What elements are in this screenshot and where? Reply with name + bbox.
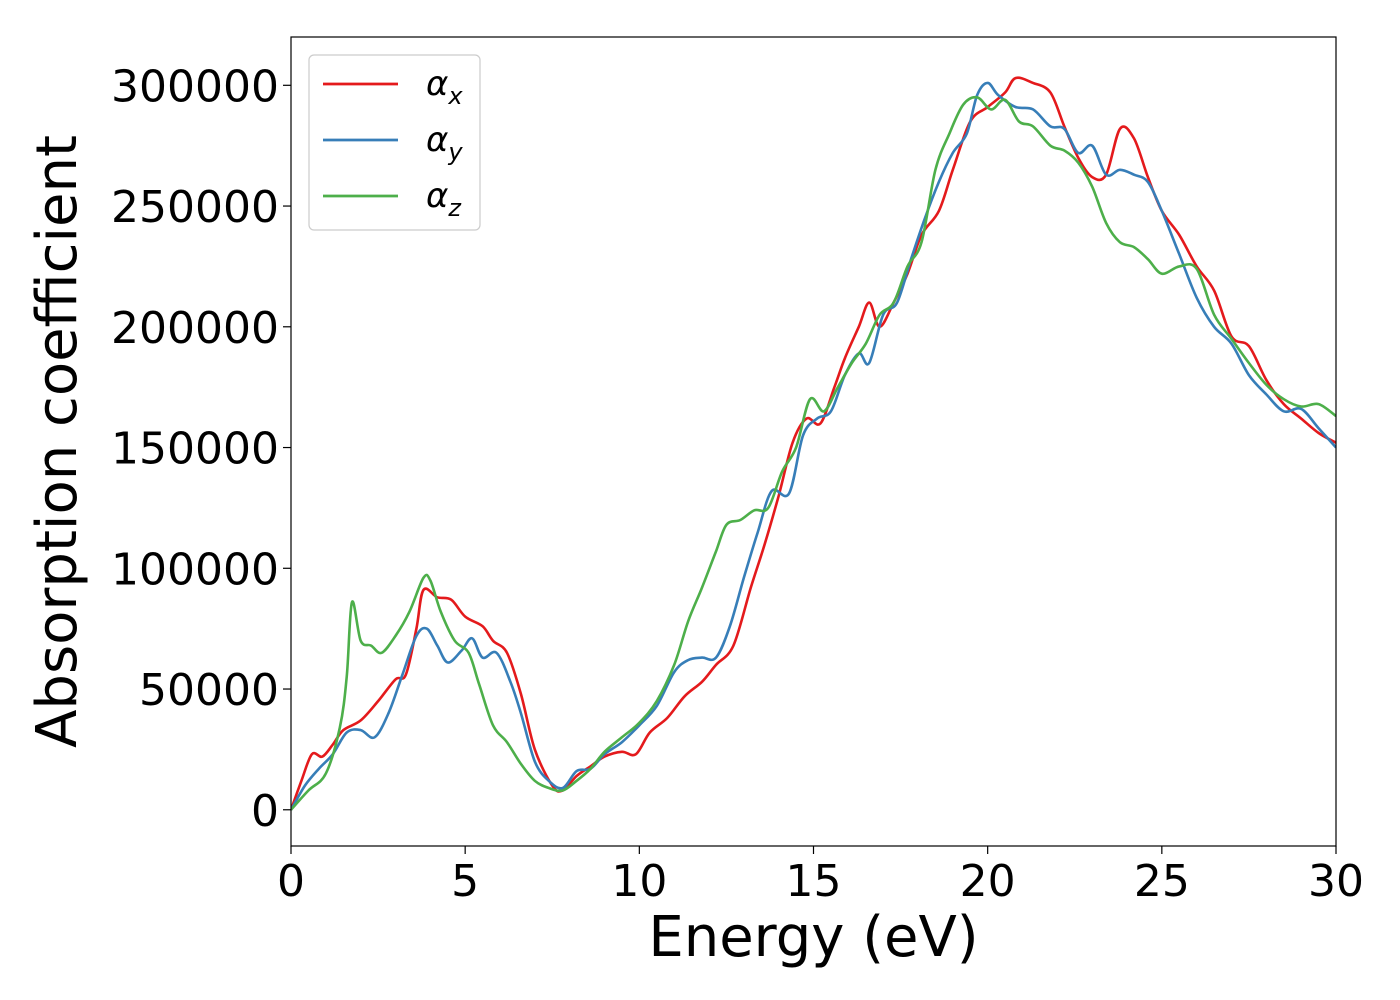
x-tick-label: 30 bbox=[1308, 856, 1364, 907]
series-layer bbox=[291, 76, 1336, 811]
legend-box bbox=[308, 54, 481, 231]
series-line-y bbox=[291, 81, 1336, 811]
legend-label-y: αy bbox=[426, 120, 463, 166]
legend-subscript: z bbox=[447, 194, 462, 222]
x-tick-label: 10 bbox=[611, 856, 667, 907]
legend-subscript: y bbox=[447, 138, 463, 166]
legend-subscript: x bbox=[447, 82, 463, 110]
y-tick-label: 300000 bbox=[111, 61, 279, 112]
x-axis-ticks: 0 5 10 15 20 25 30 bbox=[277, 846, 1364, 907]
x-tick-label: 25 bbox=[1134, 856, 1190, 907]
x-tick-label: 0 bbox=[277, 856, 305, 907]
x-tick-label: 20 bbox=[960, 856, 1016, 907]
y-tick-label: 0 bbox=[251, 786, 279, 837]
y-axis-ticks: 0 50000 100000 150000 200000 250000 300000 bbox=[111, 61, 291, 837]
x-axis-label: Energy (eV) bbox=[648, 905, 978, 970]
x-tick-label: 15 bbox=[786, 856, 842, 907]
y-tick-label: 50000 bbox=[139, 665, 279, 716]
legend-symbol: α bbox=[426, 120, 448, 160]
y-tick-label: 250000 bbox=[111, 182, 279, 233]
legend-symbol: α bbox=[426, 64, 448, 104]
legend-label-x: αx bbox=[426, 64, 463, 110]
y-tick-label: 200000 bbox=[111, 303, 279, 354]
y-tick-label: 150000 bbox=[111, 424, 279, 475]
y-tick-label: 100000 bbox=[111, 544, 279, 595]
series-line-z bbox=[291, 95, 1336, 811]
x-tick-label: 5 bbox=[451, 856, 479, 907]
legend-symbol: α bbox=[426, 176, 448, 216]
y-axis-label: Absorption coefficient bbox=[25, 135, 90, 748]
legend-label-z: αz bbox=[426, 176, 462, 222]
